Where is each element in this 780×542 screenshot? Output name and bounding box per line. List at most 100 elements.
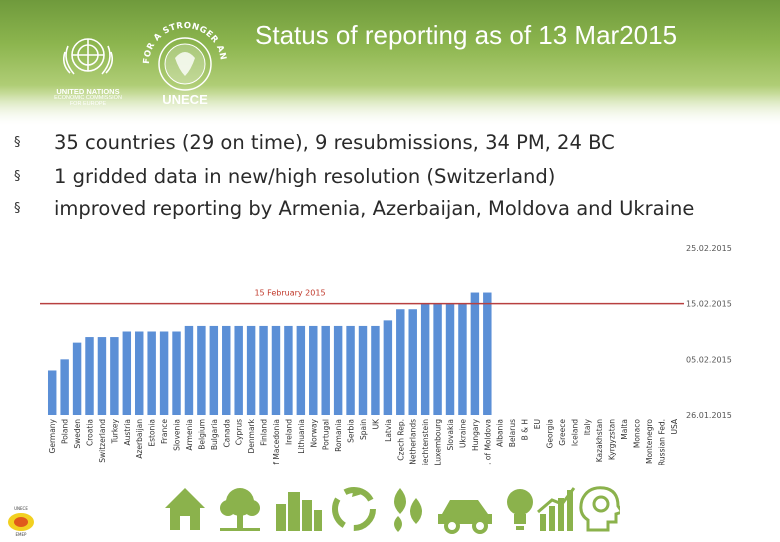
- x-tick-label: Canada: [222, 419, 231, 448]
- chart-bar: [122, 331, 132, 415]
- x-tick-label: Kazakhstan: [595, 419, 604, 462]
- chart-bar: [85, 337, 94, 415]
- x-tick-label: Cyprus: [235, 419, 244, 445]
- x-tick-label: Slovenia: [173, 419, 182, 451]
- chart-bar: [470, 292, 480, 415]
- x-tick-label: Rep. of Moldova: [483, 419, 492, 465]
- x-tick-label: Azerbaijan: [135, 419, 144, 459]
- reporting-chart: 15 February 2015 25.02.2015 15.02.2015 05.0…: [40, 240, 750, 486]
- chart-bar: [346, 325, 355, 415]
- emep-logo-top-text: UNECE: [14, 506, 28, 511]
- x-tick-label: B & H: [521, 419, 530, 440]
- chart-bar: [97, 337, 107, 415]
- chart-bar: [60, 359, 69, 415]
- x-tick-label: Poland: [61, 419, 70, 444]
- x-tick-label: Portugal: [322, 419, 331, 450]
- x-tick-label: Latvia: [384, 419, 393, 442]
- un-line-1: UNITED NATIONS: [56, 87, 120, 96]
- unece-logo: FOR A STRONGER AND GREENER ECONOMY UNECE: [131, 0, 235, 118]
- chart-bar: [420, 303, 430, 415]
- x-tick-label: Malta: [620, 419, 629, 440]
- bullet-marker-icon: §: [14, 169, 21, 184]
- x-tick-label: FYR of Macedonia: [272, 419, 281, 465]
- chart-bar: [47, 370, 57, 415]
- chart-bar: [110, 337, 119, 415]
- chart-bar: [483, 292, 492, 415]
- x-tick-label: UK: [371, 418, 380, 429]
- chart-bar: [259, 325, 268, 415]
- chart-bar: [197, 325, 206, 415]
- chart-bar: [184, 325, 194, 415]
- theme-icons-svg: [165, 486, 625, 534]
- city-icon: [276, 492, 322, 531]
- deadline-label: 15 February 2015: [254, 289, 325, 298]
- unece-word: UNECE: [162, 92, 208, 107]
- leaf-icon: [394, 488, 422, 532]
- x-tick-label: Albania: [496, 419, 505, 447]
- x-tick-label: Spain: [359, 419, 368, 440]
- x-tick-label: Slovakia: [446, 419, 455, 451]
- chart-bar: [309, 325, 318, 415]
- x-tick-label: Denmark: [247, 418, 256, 453]
- y-tick-label: 15.02.2015: [686, 300, 732, 309]
- chart-bar: [358, 325, 368, 415]
- x-tick-label: USA: [670, 418, 679, 434]
- un-line-3: FOR EUROPE: [69, 100, 107, 107]
- recycle-icon: [332, 487, 376, 531]
- x-tick-label: Italy: [583, 418, 592, 435]
- emep-emblem-icon: UNECE EMEP: [8, 506, 34, 537]
- x-tick-label: Georgia: [545, 419, 554, 448]
- x-tick-label: Sweden: [73, 419, 82, 449]
- chart-bar: [408, 309, 417, 415]
- x-tick-label: Monaco: [632, 419, 641, 449]
- lightbulb-icon: [507, 489, 533, 530]
- chart-bar: [147, 331, 156, 415]
- emep-small-logo: UNECE EMEP: [6, 504, 36, 542]
- bullet-item: § 1 gridded data in new/high resolution …: [14, 160, 774, 194]
- chart-bar: [321, 325, 330, 415]
- chart-bar: [383, 320, 393, 415]
- chart-bar: [284, 325, 293, 415]
- chart-bar: [135, 331, 144, 415]
- x-tick-label: Ukraine: [458, 419, 467, 448]
- chart-bar: [271, 325, 281, 415]
- chart-bar: [296, 325, 306, 415]
- x-tick-label: Czech Rep.: [396, 419, 405, 461]
- bullet-list: § 35 countries (29 on time), 9 resubmiss…: [14, 126, 774, 224]
- bullet-marker-icon: §: [14, 201, 21, 216]
- emep-logo-bottom-text: EMEP: [16, 532, 28, 537]
- chart-bar: [209, 325, 219, 415]
- x-tick-label: Netherlands: [409, 419, 418, 465]
- x-tick-label: Russian Fed.: [657, 419, 666, 465]
- x-tick-label: France: [160, 419, 169, 444]
- x-tick-label: Bulgaria: [210, 419, 219, 450]
- x-tick-label: Armenia: [185, 419, 194, 450]
- un-logo-text: UNITED NATIONS ECONOMIC COMMISSION FOR E…: [48, 88, 128, 107]
- x-tick-label: Germany: [48, 418, 57, 453]
- bar-chart-icon: [537, 487, 576, 531]
- x-tick-label: Romania: [334, 419, 343, 452]
- un-line-2: ECONOMIC COMMISSION: [54, 94, 122, 101]
- x-tick-label: Iceland: [570, 419, 579, 446]
- head-gear-icon: [579, 486, 625, 532]
- chart-bar: [234, 325, 243, 415]
- chart-bar: [371, 325, 380, 415]
- chart-bar: [445, 303, 455, 415]
- un-emblem-icon: [63, 38, 113, 75]
- theme-icons-row: [160, 484, 625, 538]
- bullet-text: 1 gridded data in new/high resolution (S…: [54, 165, 556, 188]
- bullet-item: § 35 countries (29 on time), 9 resubmiss…: [14, 126, 774, 160]
- x-tick-label: EU: [533, 419, 542, 429]
- chart-bar: [246, 325, 256, 415]
- chart-svg: 15 February 2015 25.02.2015 15.02.2015 05.0…: [40, 244, 732, 486]
- chart-bar: [159, 331, 169, 415]
- y-tick-label: 26.01.2015: [686, 411, 732, 420]
- y-tick-label: 25.02.2015: [686, 244, 732, 253]
- x-tick-label: Liechtenstein: [421, 419, 430, 465]
- chart-bar: [458, 303, 467, 415]
- x-tick-label: Hungary: [471, 418, 480, 451]
- bullet-item: § improved reporting by Armenia, Azerbai…: [14, 194, 774, 224]
- x-tick-label: Montenegro: [645, 419, 654, 464]
- x-tick-label: Kyrgyzstan: [608, 419, 617, 460]
- un-logo: UNITED NATIONS ECONOMIC COMMISSION FOR E…: [48, 26, 128, 107]
